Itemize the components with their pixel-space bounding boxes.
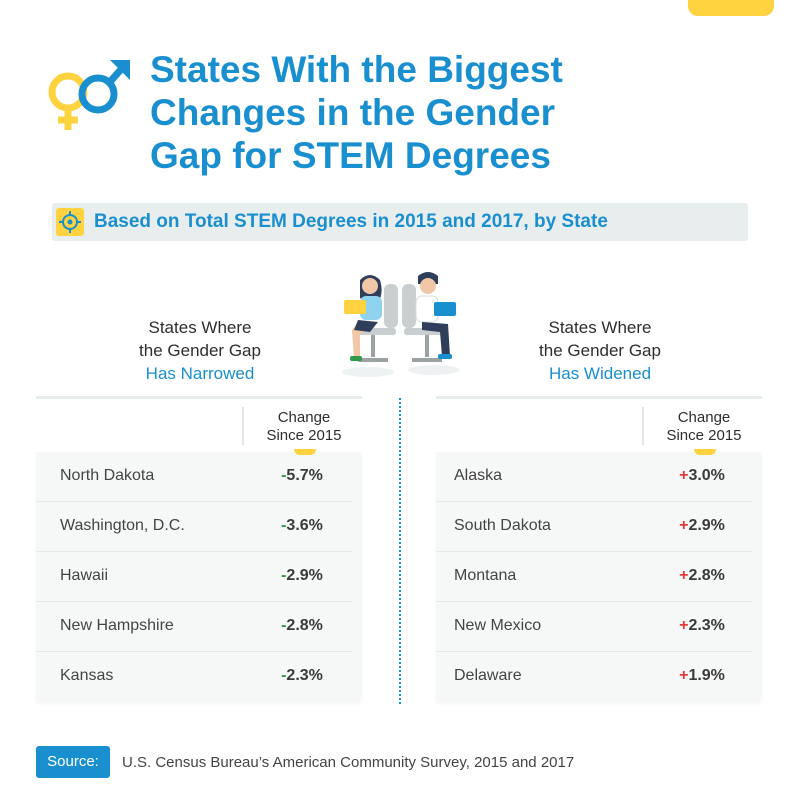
change-column-header: Change Since 2015 [246, 409, 362, 445]
state-name: North Dakota [60, 467, 155, 484]
change-value: -2.3% [244, 667, 360, 685]
left-heading-line-2: the Gender Gap [139, 341, 261, 360]
change-value: -2.9% [244, 567, 360, 585]
title-line-3: Gap for STEM Degrees [150, 135, 551, 176]
value: 2.3% [286, 667, 323, 684]
value: 2.3% [688, 617, 725, 634]
gender-symbols-icon [48, 60, 130, 130]
table-row: Delaware +1.9% [436, 652, 752, 702]
source-label: Source: [36, 746, 110, 778]
center-divider [399, 398, 401, 704]
sign: - [281, 517, 287, 534]
value: 3.6% [286, 517, 323, 534]
state-name: New Mexico [454, 617, 542, 634]
sign: + [679, 467, 689, 484]
title-line-1: States With the Biggest [150, 49, 563, 90]
state-name: South Dakota [454, 517, 551, 534]
state-name: Alaska [454, 467, 503, 484]
left-heading-line-1: States Where [148, 318, 252, 337]
table-row: Montana +2.8% [436, 552, 752, 602]
sign: + [679, 617, 689, 634]
sign: + [679, 567, 689, 584]
table-row: Alaska +3.0% [436, 452, 752, 502]
table-row: Hawaii -2.9% [36, 552, 352, 602]
state-name: Hawaii [60, 567, 109, 584]
change-header-line-2: Since 2015 [666, 427, 742, 444]
change-value: -3.6% [244, 517, 360, 535]
sign: - [281, 467, 287, 484]
source-text: U.S. Census Bureau’s American Community … [122, 754, 575, 771]
change-value: +2.3% [644, 617, 760, 635]
left-panel-heading: States Where the Gender Gap Has Narrowed [80, 316, 320, 385]
top-tab-decoration [688, 0, 774, 16]
table-row: New Mexico +2.3% [436, 602, 752, 652]
value: 2.9% [286, 567, 323, 584]
header-accent-tab [294, 449, 316, 455]
change-value: +2.9% [644, 517, 760, 535]
sign: - [281, 567, 287, 584]
subtitle: Based on Total STEM Degrees in 2015 and … [94, 211, 608, 232]
subtitle-bar: Based on Total STEM Degrees in 2015 and … [52, 203, 748, 241]
sign: + [679, 667, 689, 684]
sign: - [281, 617, 287, 634]
narrowed-table-body: North Dakota -5.7% Washington, D.C. -3.6… [36, 452, 362, 702]
value: 1.9% [688, 667, 725, 684]
sign: + [679, 517, 689, 534]
table-row: North Dakota -5.7% [36, 452, 352, 502]
value: 5.7% [286, 467, 323, 484]
column-separator [642, 407, 644, 445]
change-value: -2.8% [244, 617, 360, 635]
change-header-line-2: Since 2015 [266, 427, 342, 444]
widened-table-body: Alaska +3.0% South Dakota +2.9% Montana … [436, 452, 762, 702]
right-heading-line-1: States Where [548, 318, 652, 337]
change-header-line-1: Change [277, 409, 331, 426]
state-name: New Hampshire [60, 617, 174, 634]
change-value: +2.8% [644, 567, 760, 585]
change-header-line-1: Change [677, 409, 731, 426]
right-heading-line-2: the Gender Gap [539, 341, 661, 360]
value: 3.0% [688, 467, 725, 484]
sign: - [281, 667, 287, 684]
target-icon [56, 208, 84, 236]
state-name: Kansas [60, 667, 114, 684]
narrowed-table-header: Change Since 2015 [36, 396, 362, 455]
change-value: +1.9% [644, 667, 760, 685]
state-name: Delaware [454, 667, 522, 684]
header-accent-tab [694, 449, 716, 455]
table-row: Kansas -2.3% [36, 652, 352, 702]
people-at-laptops-illustration [342, 272, 460, 377]
narrowed-table: Change Since 2015 North Dakota -5.7% Was… [36, 396, 362, 702]
widened-table-header: Change Since 2015 [436, 396, 762, 455]
left-heading-line-3: Has Narrowed [145, 364, 255, 383]
change-column-header: Change Since 2015 [646, 409, 762, 445]
title-line-2: Changes in the Gender [150, 92, 556, 133]
change-value: +3.0% [644, 467, 760, 485]
table-row: New Hampshire -2.8% [36, 602, 352, 652]
right-panel-heading: States Where the Gender Gap Has Widened [480, 316, 720, 385]
value: 2.9% [688, 517, 725, 534]
value: 2.8% [286, 617, 323, 634]
page-title: States With the Biggest Changes in the G… [150, 48, 710, 177]
state-name: Montana [454, 567, 517, 584]
table-row: South Dakota +2.9% [436, 502, 752, 552]
right-heading-line-3: Has Widened [548, 364, 652, 383]
table-row: Washington, D.C. -3.6% [36, 502, 352, 552]
change-value: -5.7% [244, 467, 360, 485]
value: 2.8% [688, 567, 725, 584]
widened-table: Change Since 2015 Alaska +3.0% South Dak… [436, 396, 762, 702]
column-separator [242, 407, 244, 445]
state-name: Washington, D.C. [60, 517, 185, 534]
